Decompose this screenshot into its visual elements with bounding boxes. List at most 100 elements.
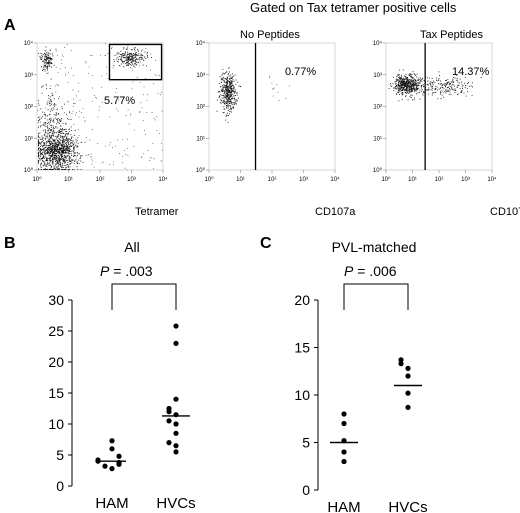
event-dot: [43, 148, 45, 150]
event-dot: [59, 147, 60, 148]
event-dot: [55, 48, 57, 50]
event-dot: [53, 121, 55, 123]
event-dot: [218, 91, 220, 92]
event-dot: [58, 113, 60, 115]
event-dot: [403, 78, 405, 80]
event-dot: [78, 135, 80, 136]
event-dot: [78, 159, 80, 161]
event-dot: [44, 125, 46, 127]
event-dot: [50, 147, 52, 149]
event-dot: [151, 157, 153, 159]
event-dot: [56, 113, 58, 115]
event-dot: [221, 91, 223, 93]
event-dot: [60, 143, 62, 145]
event-dot: [56, 159, 58, 161]
panel-b-pvalue: P = .003: [100, 263, 153, 279]
y-tick-label: 0: [302, 482, 310, 498]
event-dot: [450, 83, 451, 85]
event-dot: [394, 87, 396, 89]
event-dot: [412, 78, 414, 80]
event-dot: [38, 121, 39, 123]
event-dot: [407, 79, 409, 81]
event-dot: [45, 83, 47, 85]
event-dot: [225, 116, 227, 118]
event-dot: [49, 155, 51, 157]
event-dot: [48, 60, 50, 62]
event-dot: [64, 159, 66, 161]
event-dot: [226, 84, 228, 86]
event-dot: [125, 63, 127, 65]
event-dot: [63, 165, 65, 166]
event-dot: [224, 94, 226, 96]
event-dot: [401, 83, 403, 85]
event-dot: [427, 89, 429, 91]
event-dot: [133, 146, 135, 147]
event-dot: [125, 48, 127, 50]
event-dot: [109, 116, 111, 118]
event-dot: [54, 145, 56, 146]
event-dot: [49, 147, 50, 149]
event-dot: [467, 91, 469, 93]
event-dot: [70, 163, 72, 165]
event-dot: [69, 128, 71, 130]
event-dot: [127, 154, 129, 156]
event-dot: [47, 163, 49, 165]
event-dot: [399, 88, 400, 90]
event-dot: [124, 55, 126, 57]
event-dot: [49, 164, 51, 166]
event-dot: [49, 150, 51, 151]
event-dot: [67, 164, 69, 165]
event-dot: [116, 108, 117, 110]
event-dot: [130, 97, 131, 99]
event-dot: [130, 62, 132, 63]
event-dot: [49, 153, 51, 155]
event-dot: [223, 81, 225, 83]
event-dot: [49, 50, 51, 51]
event-dot: [419, 78, 421, 80]
event-dot: [398, 77, 400, 78]
event-dot: [65, 151, 66, 153]
event-dot: [71, 150, 73, 152]
x-tick-label: 10⁰: [381, 176, 391, 183]
event-dot: [60, 145, 62, 146]
event-dot: [52, 155, 54, 157]
x-tick-label: 10³: [127, 177, 136, 183]
event-dot: [410, 97, 412, 98]
event-dot: [140, 57, 142, 59]
event-dot: [73, 150, 75, 152]
event-dot: [421, 85, 422, 86]
event-dot: [54, 148, 55, 150]
event-dot: [440, 93, 441, 95]
event-dot: [231, 88, 232, 90]
event-dot: [134, 53, 136, 55]
event-dot: [84, 120, 86, 122]
event-dot: [417, 85, 419, 87]
event-dot: [123, 61, 125, 63]
event-dot: [68, 149, 70, 151]
event-dot: [230, 93, 232, 95]
event-dot: [226, 107, 227, 109]
event-dot: [398, 85, 400, 87]
event-dot: [460, 91, 462, 92]
event-dot: [224, 102, 226, 104]
event-dot: [456, 86, 458, 88]
event-dot: [141, 57, 143, 59]
event-dot: [57, 134, 59, 136]
event-dot: [61, 169, 63, 170]
event-dot: [63, 149, 65, 151]
event-dot: [222, 112, 224, 114]
event-dot: [430, 88, 432, 90]
event-dot: [225, 114, 227, 116]
event-dot: [53, 151, 55, 153]
event-dot: [230, 80, 232, 82]
event-dot: [44, 152, 46, 154]
event-dot: [54, 135, 56, 137]
event-dot: [217, 91, 219, 93]
event-dot: [56, 153, 58, 154]
event-dot: [39, 58, 41, 60]
event-dot: [151, 112, 153, 113]
event-dot: [47, 159, 49, 161]
y-tick-label: 30: [48, 292, 64, 308]
event-dot: [446, 80, 447, 81]
event-dot: [116, 58, 118, 60]
